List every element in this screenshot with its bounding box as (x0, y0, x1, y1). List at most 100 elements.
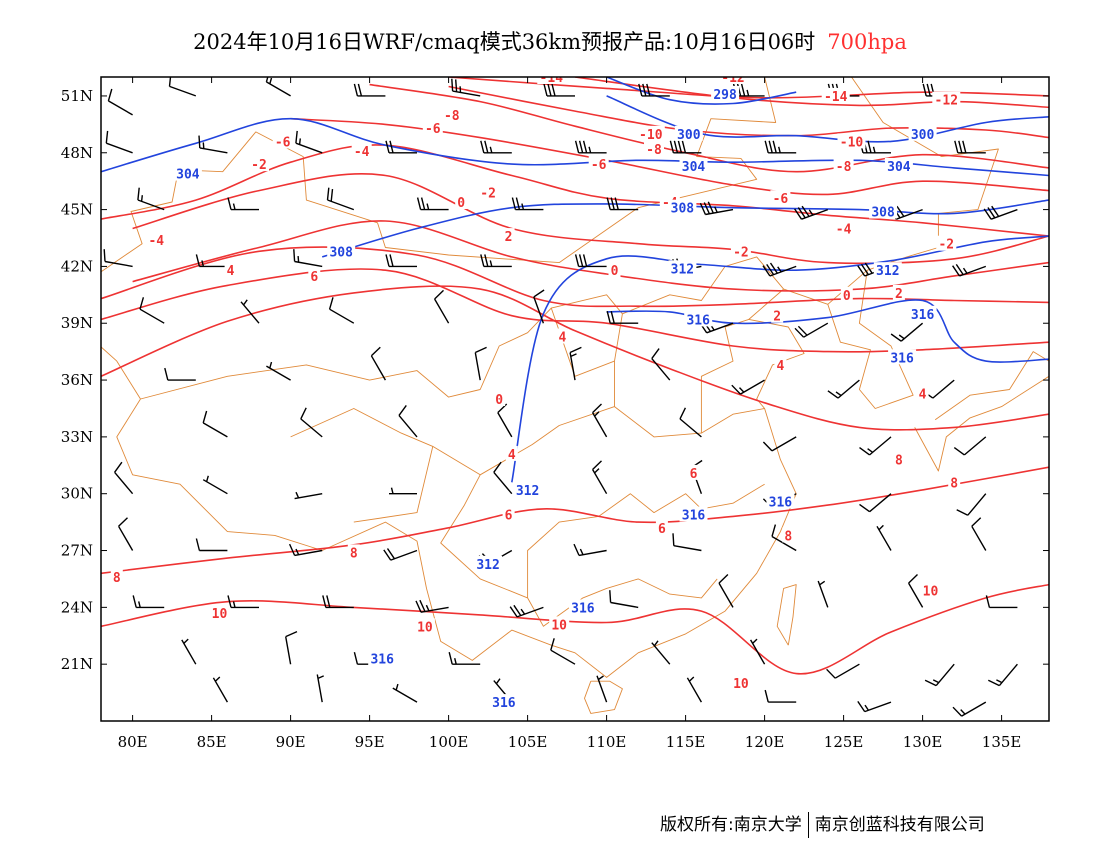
contour-label-bg (110, 569, 123, 584)
lat-tick-label: 24N (61, 598, 93, 616)
wind-barb (107, 88, 133, 116)
wind-barb-layer (103, 77, 1018, 717)
temperature-contour-label: 4 (227, 264, 235, 279)
contour-label-bg (719, 77, 747, 84)
temperature-contour-label: 2 (505, 230, 513, 245)
height-contour-label: 316 (769, 495, 793, 510)
wind-barb (827, 379, 860, 399)
temperature-contour-label: -8 (444, 109, 460, 124)
height-contour-label: 316 (682, 509, 706, 524)
temperature-contour (132, 220, 1049, 292)
wind-barb (638, 83, 670, 97)
temperature-contour-label: -2 (733, 245, 749, 260)
wind-barb (474, 346, 487, 381)
wind-barb (480, 140, 512, 154)
contour-label-bg (173, 165, 202, 181)
temperature-contour-label: -12 (935, 94, 958, 109)
wind-barb (316, 674, 324, 703)
lon-tick-label: 115E (666, 733, 706, 751)
contour-label-bg (505, 445, 518, 461)
wind-barb (731, 379, 765, 395)
contour-label-bg (636, 125, 665, 141)
wind-barb (762, 262, 797, 277)
wind-barb (686, 676, 703, 703)
wind-barb (433, 289, 450, 324)
wind-barb (672, 533, 702, 552)
wind-barb (198, 135, 228, 154)
temperature-contour-label: 8 (113, 571, 121, 586)
lon-tick-label: 90E (276, 733, 306, 751)
contour-label-bg (687, 464, 700, 480)
wind-barb (294, 491, 323, 500)
geopotential-contour (606, 299, 1049, 363)
wind-barb (293, 249, 323, 268)
lat-tick-label: 27N (61, 542, 93, 560)
temperature-contour-label: -6 (591, 158, 607, 173)
height-contour-label: 312 (876, 264, 899, 279)
lon-tick-label: 95E (355, 733, 385, 751)
contour-label-bg (608, 262, 621, 278)
wind-barb (103, 249, 133, 268)
temperature-contour-label: -4 (836, 223, 852, 238)
temperature-contour (101, 583, 1049, 675)
temperature-contour-label: 10 (417, 620, 433, 635)
contour-label-bg (568, 599, 597, 615)
boundary-line (584, 680, 623, 714)
wind-barb (857, 701, 892, 713)
wind-barb (956, 493, 987, 516)
boundary-line (700, 318, 749, 434)
geopotential-contour (606, 77, 797, 105)
lat-tick-label: 30N (61, 485, 93, 503)
wind-barb (451, 78, 481, 97)
wind-barb (543, 83, 575, 97)
wind-barb (212, 676, 229, 703)
contour-label-bg (908, 305, 937, 321)
temperature-contour (101, 285, 1049, 431)
contour-label-bg (502, 506, 515, 522)
wind-barb (550, 638, 576, 665)
wind-barb (826, 663, 860, 679)
wind-barb (985, 595, 1018, 609)
wind-barb (699, 320, 734, 334)
wind-barb (762, 436, 797, 452)
wind-barb (606, 311, 639, 324)
temperature-contour (101, 268, 1049, 353)
contour-label-bg (209, 605, 230, 620)
wind-barb (195, 254, 228, 268)
contour-label-bg (730, 675, 751, 691)
temperature-contour-layer (101, 77, 1049, 675)
wind-barb (415, 599, 449, 613)
wind-barb (924, 663, 955, 687)
temperature-contour (290, 117, 1049, 196)
height-contour-label: 300 (677, 128, 701, 143)
wind-barb (651, 348, 671, 381)
contour-label-bg (774, 356, 787, 372)
wind-barb (669, 140, 702, 154)
contour-label-bg (770, 190, 791, 206)
wind-barb (497, 403, 513, 438)
contour-label-bg (588, 156, 609, 172)
wind-barb (794, 322, 829, 338)
wind-barb (574, 254, 607, 268)
wind-barb (699, 201, 734, 216)
wind-barb (385, 140, 417, 154)
height-contour-label: 312 (476, 558, 499, 573)
wind-barb (265, 77, 291, 97)
contour-label-bg (368, 650, 397, 666)
contour-label-bg (821, 87, 850, 103)
boundary-line (622, 256, 784, 315)
contour-label-bg (892, 451, 905, 467)
lon-tick-label: 100E (429, 733, 469, 751)
wind-barb (679, 407, 702, 438)
temperature-contour-label: -10 (639, 128, 663, 143)
wind-barb (606, 197, 639, 211)
wind-barb (509, 604, 544, 618)
temperature-contour-label: 0 (495, 393, 503, 408)
wind-barb (591, 403, 608, 438)
temperature-contour-label: 6 (505, 509, 513, 524)
axis-layer: 80E 85E 90E 95E 100E 105E 110E 115E 120E 125E 130E… (61, 77, 1049, 751)
wind-barb (168, 77, 197, 97)
wind-barb (137, 187, 165, 211)
temperature-contour-label: -2 (480, 187, 496, 202)
